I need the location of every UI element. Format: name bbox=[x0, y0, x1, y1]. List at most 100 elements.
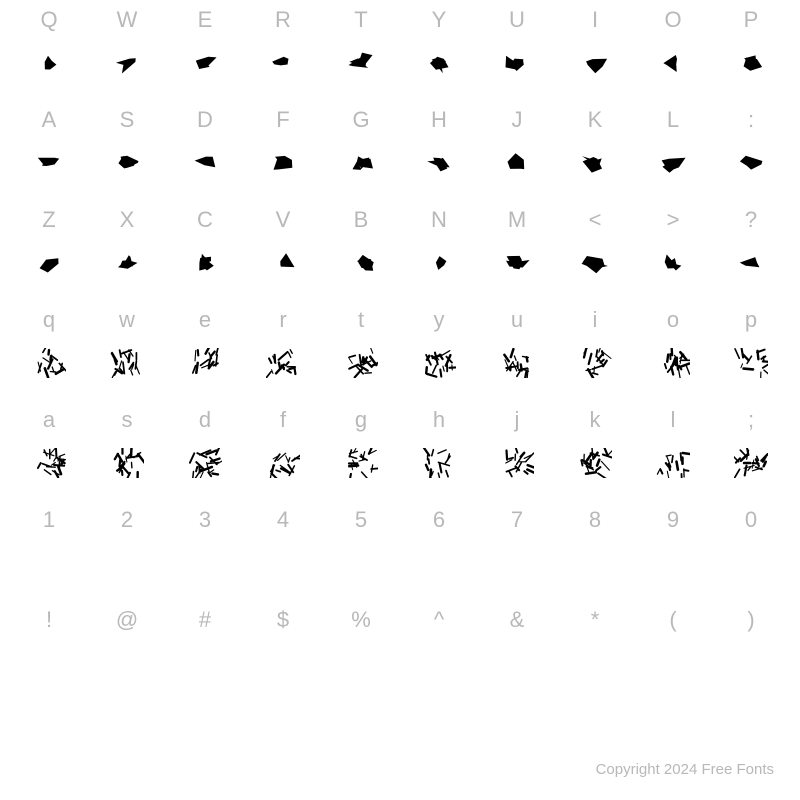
glyph-icon bbox=[422, 340, 456, 386]
key-label: r bbox=[279, 300, 286, 340]
glyph-icon bbox=[266, 340, 300, 386]
key-label: * bbox=[591, 600, 600, 640]
glyph-icon bbox=[344, 440, 378, 486]
key-label: a bbox=[43, 400, 55, 440]
char-cell: N bbox=[400, 200, 478, 240]
key-label: # bbox=[199, 600, 211, 640]
glyph-icon bbox=[734, 340, 768, 386]
glyph-cell bbox=[634, 340, 712, 386]
glyph-icon bbox=[422, 240, 456, 286]
glyph-row bbox=[0, 440, 800, 486]
glyph-cell bbox=[166, 440, 244, 486]
char-cell: U bbox=[478, 0, 556, 40]
glyph-cell bbox=[634, 440, 712, 486]
glyph-icon bbox=[110, 140, 144, 186]
glyph-cell bbox=[712, 440, 790, 486]
glyph-cell bbox=[556, 240, 634, 286]
glyph-icon bbox=[734, 440, 768, 486]
glyph-icon bbox=[578, 40, 612, 86]
glyph-cell bbox=[634, 140, 712, 186]
key-label: 2 bbox=[121, 500, 133, 540]
char-cell: ^ bbox=[400, 600, 478, 640]
chart-row: ZXCVBNM<>? bbox=[0, 200, 800, 286]
key-label: 5 bbox=[355, 500, 367, 540]
glyph-cell bbox=[244, 140, 322, 186]
glyph-icon bbox=[656, 240, 690, 286]
key-label: H bbox=[431, 100, 447, 140]
char-cell: ; bbox=[712, 400, 790, 440]
char-cell: k bbox=[556, 400, 634, 440]
glyph-cell bbox=[478, 340, 556, 386]
chart-row: asdfghjkl; bbox=[0, 400, 800, 486]
glyph-row bbox=[0, 340, 800, 386]
chart-row: QWERTYUIOP bbox=[0, 0, 800, 86]
key-label: W bbox=[117, 0, 138, 40]
key-label: P bbox=[744, 0, 759, 40]
char-cell: Y bbox=[400, 0, 478, 40]
key-label: V bbox=[276, 200, 291, 240]
key-label: K bbox=[588, 100, 603, 140]
char-cell: P bbox=[712, 0, 790, 40]
glyph-cell bbox=[556, 140, 634, 186]
glyph-icon bbox=[188, 40, 222, 86]
glyph-cell bbox=[556, 440, 634, 486]
key-label: 7 bbox=[511, 500, 523, 540]
key-label: C bbox=[197, 200, 213, 240]
char-cell: G bbox=[322, 100, 400, 140]
key-label: 3 bbox=[199, 500, 211, 540]
glyph-cell bbox=[88, 140, 166, 186]
key-label: 9 bbox=[667, 500, 679, 540]
char-cell: 8 bbox=[556, 500, 634, 540]
glyph-icon bbox=[344, 40, 378, 86]
glyph-icon bbox=[500, 340, 534, 386]
glyph-cell bbox=[634, 240, 712, 286]
char-cell: t bbox=[322, 300, 400, 340]
char-cell: ? bbox=[712, 200, 790, 240]
glyph-icon bbox=[500, 440, 534, 486]
key-label: $ bbox=[277, 600, 289, 640]
glyph-cell bbox=[244, 240, 322, 286]
char-cell: 4 bbox=[244, 500, 322, 540]
key-label: j bbox=[515, 400, 520, 440]
key-label: O bbox=[664, 0, 681, 40]
char-cell: 5 bbox=[322, 500, 400, 540]
glyph-icon bbox=[110, 240, 144, 286]
char-cell: 9 bbox=[634, 500, 712, 540]
glyph-icon bbox=[578, 340, 612, 386]
label-row: asdfghjkl; bbox=[0, 400, 800, 440]
glyph-icon bbox=[500, 140, 534, 186]
key-label: % bbox=[351, 600, 371, 640]
key-label: w bbox=[119, 300, 135, 340]
glyph-icon bbox=[500, 240, 534, 286]
chart-row: !@#$%^&*() bbox=[0, 600, 800, 686]
char-cell: : bbox=[712, 100, 790, 140]
char-cell: S bbox=[88, 100, 166, 140]
font-character-map: QWERTYUIOPASDFGHJKL:ZXCVBNM<>?qwertyuiop… bbox=[0, 0, 800, 686]
glyph-icon bbox=[422, 40, 456, 86]
glyph-icon bbox=[110, 340, 144, 386]
char-cell: f bbox=[244, 400, 322, 440]
char-cell: Q bbox=[10, 0, 88, 40]
glyph-icon bbox=[500, 40, 534, 86]
char-cell: K bbox=[556, 100, 634, 140]
glyph-cell bbox=[88, 240, 166, 286]
glyph-cell bbox=[712, 240, 790, 286]
char-cell: # bbox=[166, 600, 244, 640]
glyph-cell bbox=[88, 340, 166, 386]
char-cell: T bbox=[322, 0, 400, 40]
char-cell: ) bbox=[712, 600, 790, 640]
glyph-icon bbox=[344, 340, 378, 386]
glyph-icon bbox=[188, 440, 222, 486]
char-cell: * bbox=[556, 600, 634, 640]
glyph-cell bbox=[244, 40, 322, 86]
key-label: J bbox=[512, 100, 523, 140]
char-cell: 7 bbox=[478, 500, 556, 540]
chart-row: ASDFGHJKL: bbox=[0, 100, 800, 186]
glyph-icon bbox=[188, 340, 222, 386]
char-cell: l bbox=[634, 400, 712, 440]
key-label: > bbox=[667, 200, 680, 240]
glyph-cell bbox=[712, 40, 790, 86]
key-label: T bbox=[354, 0, 367, 40]
key-label: D bbox=[197, 100, 213, 140]
char-cell: $ bbox=[244, 600, 322, 640]
